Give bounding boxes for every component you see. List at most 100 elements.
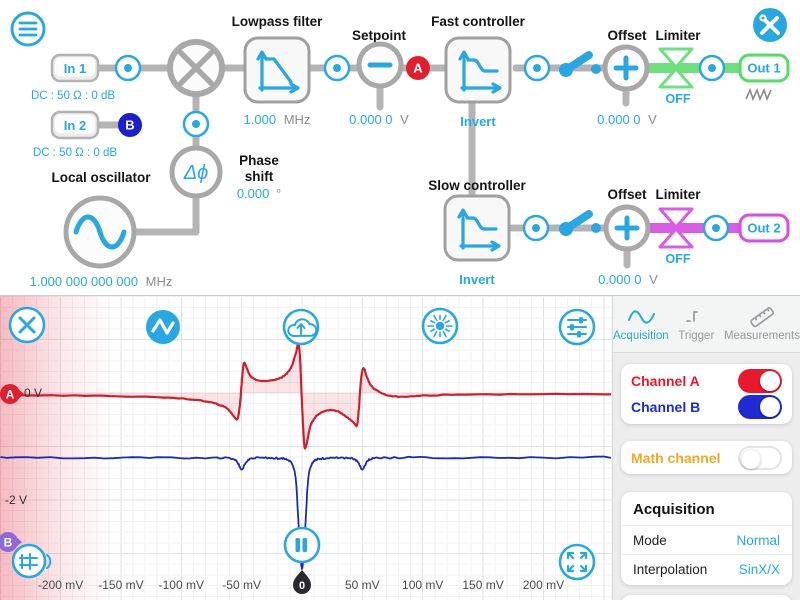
pause-icon [295,538,307,552]
probe-before-out1[interactable] [698,54,726,82]
lowpass-value[interactable]: 1.000 [244,112,277,127]
tab-measurements[interactable]: Measurements [724,296,800,352]
close-button[interactable] [8,306,46,344]
svg-text:200 mV: 200 mV [523,578,564,592]
waveform-icon [151,318,175,335]
laser-control-button[interactable] [421,307,459,345]
probe-below-mixer[interactable] [182,110,210,138]
limiter2-state[interactable]: OFF [666,252,691,266]
ramp-waveform-icon [745,87,772,102]
tab-trigger[interactable]: Trigger [669,296,724,352]
expand-arrows-icon [566,551,588,573]
input-1-button[interactable]: In 1 [50,53,100,83]
math-channel-label: Math channel [631,449,721,466]
setpoint-block[interactable] [356,41,404,89]
svg-text:0.000 °: 0.000 ° [237,186,281,201]
cloud-upload-button[interactable] [282,308,320,346]
svg-text:150 mV: 150 mV [462,578,503,592]
wrench-screwdriver-icon [759,14,780,35]
channel-a-label: Channel A [631,373,700,389]
fast-controller-block[interactable] [444,36,512,104]
scope-plot-area: -200 mV -150 mV -100 mV -50 mV 50 mV 100 mV 15… [0,296,612,600]
channel-a-toggle[interactable] [738,369,782,393]
svg-text:0: 0 [299,580,305,592]
probe-points [114,54,730,242]
svg-text:-200 mV: -200 mV [38,578,83,592]
next-card-partial [621,595,792,600]
slow-output-switch[interactable] [559,210,601,236]
pause-button[interactable] [283,526,321,564]
grid-icon [19,553,52,570]
sine-icon [73,214,127,250]
limiter2-block[interactable] [658,207,694,249]
interpolation-row[interactable]: Interpolation SinX/X [621,554,792,583]
channels-card: Channel A Channel B [621,364,792,424]
offset1-value[interactable]: 0.000 0 [597,112,640,127]
input-2-button[interactable]: In 2 [50,110,100,140]
output-2-button[interactable]: Out 2 [738,213,790,243]
probe-after-in1[interactable] [114,54,142,82]
fast-controller-title: Fast controller [431,14,526,29]
phase-shift-value[interactable]: 0.000 [237,186,270,201]
svg-text:50 mV: 50 mV [345,578,380,592]
tab-acquisition[interactable]: Acquisition [613,296,669,352]
phase-shift-title-2: shift [245,169,274,184]
lowpass-unit: MHz [284,112,311,127]
svg-text:-150 mV: -150 mV [98,578,143,592]
tools-button[interactable] [753,8,787,42]
slow-invert-label[interactable]: Invert [459,272,495,287]
probe-after-lowpass[interactable] [323,54,351,82]
svg-text:A: A [6,388,15,402]
laser-sun-icon [427,314,453,338]
offset1-block[interactable] [602,44,650,92]
slow-controller-block[interactable] [443,194,511,262]
in1-coupling-label[interactable]: DC : 50 Ω : 0 dB [31,90,115,102]
mode-value[interactable]: Normal [736,532,780,548]
svg-text:1.000 MHz: 1.000 MHz [244,112,311,127]
trigger-position-pin[interactable]: 0 [293,570,311,594]
mixer-block[interactable] [167,39,225,97]
limiter1-block[interactable] [658,47,694,89]
channel-b-toggle[interactable] [738,395,782,419]
limiter1-title: Limiter [655,28,701,43]
offset2-value[interactable]: 0.000 0 [598,272,641,287]
limiter1-state[interactable]: OFF [666,92,691,106]
output-1-button[interactable]: Out 1 [738,53,790,83]
math-channel-toggle[interactable] [738,445,782,470]
settings-panel: Acquisition Trigger Measurements [612,296,800,600]
cloud-upload-icon [287,318,318,337]
acquisition-card: Acquisition Mode Normal Interpolation Si… [621,492,792,585]
grid-settings-button[interactable] [11,543,52,579]
toggle-knob [760,397,780,417]
local-oscillator-block[interactable] [63,195,137,269]
in2-coupling-label[interactable]: DC : 50 Ω : 0 dB [33,147,117,159]
probe-after-slow[interactable] [522,214,550,242]
mode-row[interactable]: Mode Normal [621,525,792,554]
main-menu-button[interactable] [10,11,46,47]
local-oscillator-value[interactable]: 1.000 000 000 000 [30,274,138,289]
autoscale-button[interactable] [558,543,596,581]
fast-output-switch[interactable] [559,51,601,77]
in1-label: In 1 [64,61,86,76]
channel-a-marker[interactable]: A [0,384,24,404]
probe-before-out2[interactable] [702,214,730,242]
monitor-badge-a[interactable]: A [406,56,430,80]
svg-text:0.000 0 V: 0.000 0 V [597,112,657,127]
phase-shift-block[interactable]: Δϕ [169,145,223,199]
probe-after-fast[interactable] [523,54,551,82]
lowpass-filter-block[interactable] [243,36,311,104]
fast-invert-label[interactable]: Invert [460,114,496,129]
offset2-block[interactable] [603,204,651,252]
offset2-title: Offset [607,187,647,202]
controller-response-icon [458,50,502,94]
waveform-source-button[interactable] [146,310,180,344]
local-oscillator-title: Local oscillator [51,170,151,185]
phase-shift-title-1: Phase [239,153,279,168]
channel-b-marker[interactable]: B [0,532,22,552]
setpoint-value[interactable]: 0.000 0 [349,112,392,127]
block-diagram: In 1 DC : 50 Ω : 0 dB In 2 B DC : 50 Ω :… [10,8,790,289]
interpolation-value[interactable]: SinX/X [738,561,780,577]
monitor-badge-b[interactable]: B [118,113,142,137]
display-settings-button[interactable] [558,308,596,346]
